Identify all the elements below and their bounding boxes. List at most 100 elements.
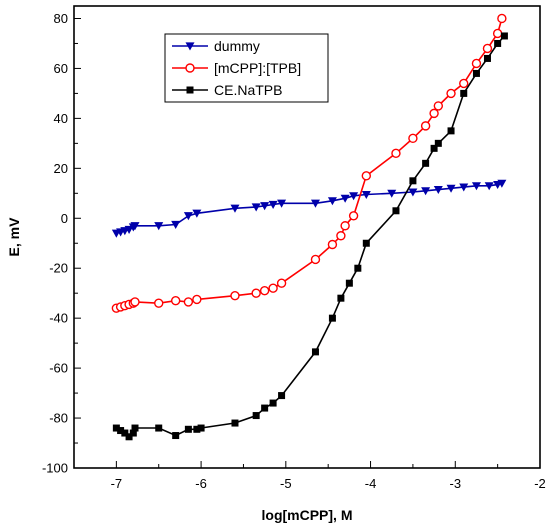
series-2-point bbox=[391, 148, 401, 159]
series-1-point bbox=[183, 212, 193, 221]
series-2-point bbox=[230, 290, 240, 301]
legend-marker bbox=[186, 86, 194, 94]
series-1-point bbox=[408, 188, 418, 197]
series-3-point bbox=[193, 425, 201, 433]
series-3-point bbox=[472, 69, 480, 77]
series-2-point bbox=[268, 283, 278, 293]
series-2-point bbox=[251, 288, 261, 298]
series-3-point bbox=[434, 139, 442, 147]
series-3-point bbox=[483, 54, 491, 62]
y-tick-label: -80 bbox=[49, 411, 68, 426]
series-3 bbox=[112, 32, 508, 441]
series-2-point bbox=[459, 78, 469, 89]
legend-item: dummy bbox=[172, 38, 260, 54]
series-1-point bbox=[130, 222, 140, 231]
series-2-point bbox=[183, 297, 194, 307]
series-3-point bbox=[172, 432, 180, 440]
series-1-point bbox=[446, 184, 456, 193]
series-2-point bbox=[471, 58, 482, 69]
series-3-point bbox=[184, 425, 192, 433]
series-2-point bbox=[192, 294, 202, 305]
series-1-point bbox=[192, 209, 202, 218]
series-2-point bbox=[154, 298, 164, 308]
y-tick-label: 40 bbox=[54, 111, 68, 126]
series-3-point bbox=[311, 348, 319, 356]
y-tick-label: -20 bbox=[49, 261, 68, 276]
series-3-point bbox=[422, 159, 430, 167]
series-3-point bbox=[129, 429, 137, 437]
series-3-point bbox=[231, 419, 239, 427]
series-3-point bbox=[112, 424, 120, 432]
series-2-point bbox=[408, 133, 418, 144]
y-tick-label: -60 bbox=[49, 361, 68, 376]
series-3-point bbox=[409, 177, 417, 185]
series-3-point bbox=[278, 392, 286, 400]
series-1-point bbox=[154, 222, 164, 231]
series-3-point bbox=[392, 207, 400, 215]
series-3-point bbox=[121, 429, 129, 437]
series-2-point bbox=[446, 88, 456, 99]
y-axis-title: E, mV bbox=[6, 217, 22, 257]
series-2-point bbox=[170, 295, 181, 306]
legend-item: [mCPP]:[TPB] bbox=[172, 60, 301, 76]
series-2-point bbox=[340, 221, 350, 231]
y-tick-label: 0 bbox=[61, 211, 68, 226]
series-2-point bbox=[429, 108, 439, 119]
series-2 bbox=[111, 13, 507, 313]
series-2-point bbox=[492, 28, 503, 39]
x-tick-label: -4 bbox=[365, 476, 377, 491]
series-3-point bbox=[261, 404, 269, 412]
series-1-point bbox=[471, 182, 481, 191]
series-1 bbox=[111, 179, 507, 238]
plot-frame bbox=[73, 5, 541, 469]
series-3-point bbox=[131, 424, 139, 432]
series-3-point bbox=[345, 279, 353, 287]
series-3-point bbox=[328, 314, 336, 322]
series-1-point bbox=[497, 179, 507, 188]
series-3-point bbox=[362, 239, 370, 247]
legend-item: CE.NaTPB bbox=[172, 82, 282, 98]
series-2-point bbox=[348, 211, 359, 221]
series-3-point bbox=[269, 399, 277, 407]
series-2-point bbox=[310, 254, 321, 265]
series-3-point bbox=[354, 264, 362, 272]
series-1-point bbox=[277, 199, 287, 208]
legend-marker bbox=[185, 42, 195, 51]
series-layer bbox=[111, 13, 508, 441]
series-3-point bbox=[494, 39, 502, 47]
x-axis-ticks: -7 -6 -5 -4 -3 -2 bbox=[73, 461, 546, 491]
series-3-point bbox=[117, 427, 125, 435]
series-2-point bbox=[433, 101, 444, 111]
series-1-point bbox=[268, 200, 278, 210]
series-1-point bbox=[251, 203, 261, 212]
legend-marker bbox=[185, 63, 195, 73]
series-1-point bbox=[361, 190, 371, 200]
legend-label: dummy bbox=[214, 38, 260, 54]
series-3-point bbox=[252, 412, 260, 420]
series-1-point bbox=[484, 182, 494, 191]
x-tick-label: -2 bbox=[534, 476, 546, 491]
series-2-point bbox=[336, 231, 346, 241]
series-2-point bbox=[259, 285, 270, 296]
series-2-point bbox=[130, 297, 140, 307]
x-axis-title: log[mCPP], M bbox=[262, 507, 353, 523]
y-tick-label: -100 bbox=[42, 461, 68, 476]
series-2-point bbox=[327, 239, 338, 250]
y-tick-label: -40 bbox=[49, 311, 68, 326]
series-3-point bbox=[430, 144, 438, 152]
legend-label: [mCPP]:[TPB] bbox=[214, 60, 301, 76]
y-tick-label: 60 bbox=[54, 61, 68, 76]
series-3-point bbox=[197, 424, 205, 432]
x-tick-label: -7 bbox=[111, 476, 123, 491]
x-tick-label: -6 bbox=[195, 476, 207, 491]
series-1-point bbox=[421, 187, 431, 196]
series-3-point bbox=[460, 89, 468, 97]
legend: dummy [mCPP]:[TPB] CE.NaTPB bbox=[164, 33, 329, 103]
series-1-point bbox=[327, 197, 337, 206]
series-3-point bbox=[500, 32, 508, 40]
series-1-point bbox=[340, 194, 350, 203]
series-1-point bbox=[459, 183, 469, 192]
series-1-point bbox=[171, 220, 181, 230]
x-tick-label: -3 bbox=[449, 476, 461, 491]
